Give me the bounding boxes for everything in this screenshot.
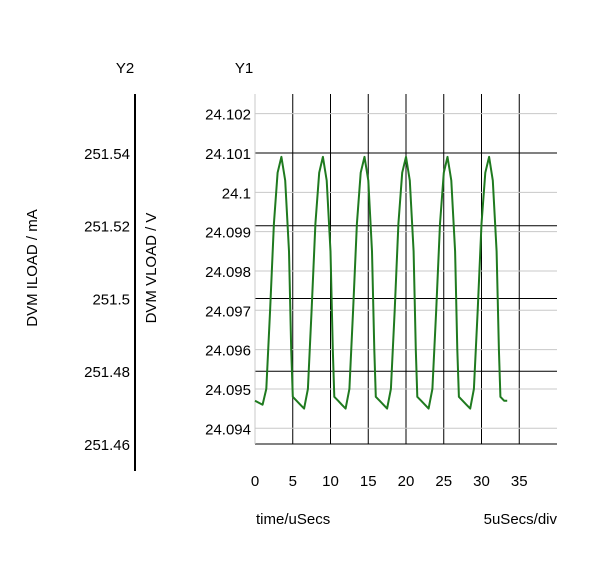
grid bbox=[254, 94, 557, 445]
y1-axis-label: DVM VLOAD / V bbox=[143, 213, 160, 324]
x-axis-label: time/uSecs bbox=[256, 511, 330, 528]
y1-tick-label: 24.095 bbox=[205, 382, 251, 399]
series-group bbox=[254, 155, 508, 410]
y1-tick-label: 24.099 bbox=[205, 225, 251, 242]
y2-tick-label: 251.48 bbox=[84, 364, 130, 381]
y1-tick-label: 24.098 bbox=[205, 264, 251, 281]
y1-tick-label: 24.097 bbox=[205, 303, 251, 320]
x-tick-label: 15 bbox=[360, 473, 377, 490]
y2-tick-label: 251.5 bbox=[92, 291, 130, 308]
y1-tick-label: 24.1 bbox=[222, 185, 251, 202]
series-line bbox=[254, 155, 508, 410]
x-tick-label: 0 bbox=[251, 473, 259, 490]
y2-tick-label: 251.52 bbox=[84, 219, 130, 236]
y1-tick-label: 24.096 bbox=[205, 343, 251, 360]
x-tick-label: 35 bbox=[511, 473, 528, 490]
y2-axis-title: Y2 bbox=[116, 60, 134, 77]
y1-axis-title: Y1 bbox=[235, 60, 253, 77]
y1-tick-labels: 24.094 24.095 24.096 24.097 24.098 24.099 24.1… bbox=[205, 107, 251, 439]
x-tick-label: 30 bbox=[473, 473, 490, 490]
x-scale-note: 5uSecs/div bbox=[484, 511, 558, 528]
y2-axis-label: DVM ILOAD / mA bbox=[24, 209, 41, 327]
y2-tick-label: 251.54 bbox=[84, 146, 130, 163]
y1-tick-label: 24.102 bbox=[205, 107, 251, 124]
y2-tick-label: 251.46 bbox=[84, 437, 130, 454]
y1-tick-label: 24.101 bbox=[205, 146, 251, 163]
x-tick-label: 5 bbox=[289, 473, 297, 490]
x-tick-label: 20 bbox=[398, 473, 415, 490]
y1-tick-label: 24.094 bbox=[205, 421, 251, 438]
x-tick-label: 25 bbox=[435, 473, 452, 490]
y2-tick-labels: 251.46 251.48 251.5 251.52 251.54 bbox=[84, 146, 130, 454]
x-tick-label: 10 bbox=[322, 473, 339, 490]
x-tick-labels: 0 5 10 15 20 25 30 35 bbox=[251, 473, 528, 490]
